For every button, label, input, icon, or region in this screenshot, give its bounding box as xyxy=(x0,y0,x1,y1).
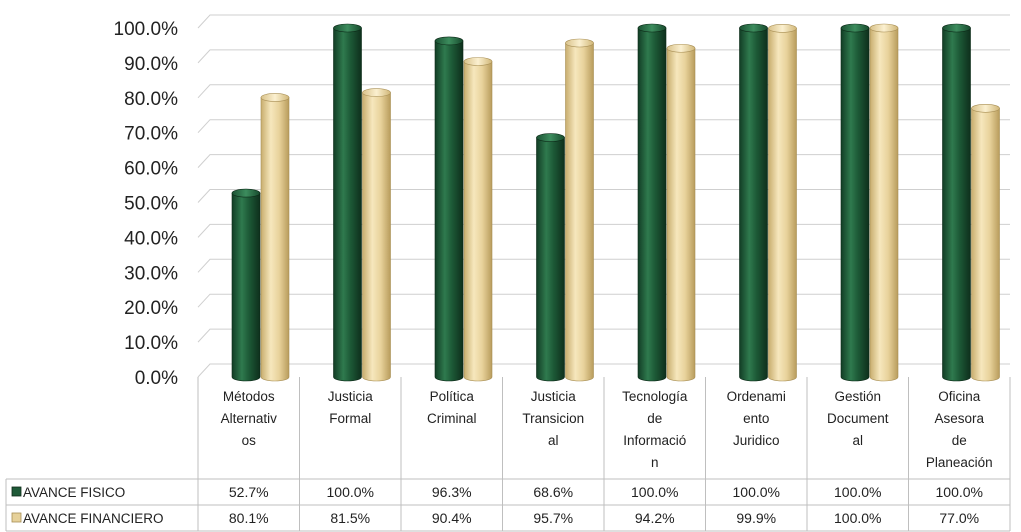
bar xyxy=(536,133,565,382)
bar xyxy=(840,23,870,382)
y-tick-label: 0.0% xyxy=(135,368,178,389)
category-label: Gestión Document al xyxy=(827,389,889,448)
y-tick-label: 60.0% xyxy=(124,159,178,180)
y-tick-label: 90.0% xyxy=(124,54,178,75)
bar xyxy=(362,88,391,382)
data-value-label: 95.7% xyxy=(533,510,573,526)
bar xyxy=(434,36,464,382)
category-label: Política Criminal xyxy=(427,389,477,426)
data-value-label: 100.0% xyxy=(834,510,881,526)
bar xyxy=(231,188,261,382)
y-tick-label: 20.0% xyxy=(124,298,178,319)
bar xyxy=(942,23,971,382)
y-tick-label: 30.0% xyxy=(124,263,178,284)
bar xyxy=(565,38,594,382)
data-value-label: 90.4% xyxy=(432,510,472,526)
y-tick-label: 40.0% xyxy=(124,228,178,249)
series-name: AVANCE FISICO xyxy=(23,485,125,500)
y-tick-label: 50.0% xyxy=(124,194,178,215)
data-value-label: 100.0% xyxy=(936,484,983,500)
bar xyxy=(869,23,899,382)
data-value-label: 80.1% xyxy=(229,510,269,526)
bar xyxy=(971,103,1000,382)
category-label: Justicia Formal xyxy=(328,389,374,426)
y-axis: 0.0% 10.0% 20.0% 30.0% 40.0% 50.0% 60.0% 70.0% 8… xyxy=(114,19,179,389)
bar xyxy=(463,57,493,382)
y-tick-label: 70.0% xyxy=(124,124,178,145)
data-value-label: 100.0% xyxy=(834,484,881,500)
y-tick-label: 100.0% xyxy=(114,19,179,40)
y-tick-label: 80.0% xyxy=(124,89,178,110)
data-value-label: 100.0% xyxy=(327,484,374,500)
data-value-label: 68.6% xyxy=(533,484,573,500)
bar xyxy=(739,23,768,382)
data-value-label: 52.7% xyxy=(229,484,269,500)
data-value-label: 77.0% xyxy=(939,510,979,526)
gridline xyxy=(197,14,1010,29)
data-value-label: 96.3% xyxy=(432,484,472,500)
bar xyxy=(333,23,362,382)
bar xyxy=(260,93,290,382)
category-label: Ordenami ento Juridico xyxy=(727,389,786,448)
legend-key xyxy=(11,512,22,523)
y-tick-label: 10.0% xyxy=(124,333,178,354)
series-name: AVANCE FINANCIERO xyxy=(23,511,164,526)
category-label: Métodos Alternativ os xyxy=(221,389,278,448)
data-table: Métodos Alternativ os Justicia Formal Polític… xyxy=(5,377,1011,532)
data-value-label: 81.5% xyxy=(330,510,370,526)
category-label: Tecnología de Informació n xyxy=(622,389,688,470)
data-value-label: 99.9% xyxy=(736,510,776,526)
bar xyxy=(768,24,797,382)
bar xyxy=(637,23,667,382)
data-value-label: 100.0% xyxy=(733,484,780,500)
bars xyxy=(231,23,1000,382)
category-label: Oficina Asesora de Planeación xyxy=(926,389,993,470)
legend-key xyxy=(11,486,22,497)
category-label: Justicia Transicion al xyxy=(522,389,584,448)
data-value-label: 94.2% xyxy=(635,510,675,526)
data-value-label: 100.0% xyxy=(631,484,678,500)
bar xyxy=(666,43,696,382)
